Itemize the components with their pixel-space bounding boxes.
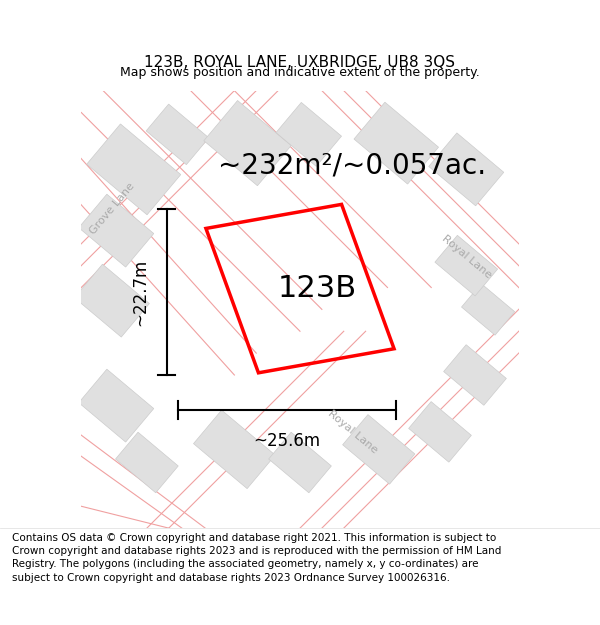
Text: Map shows position and indicative extent of the property.: Map shows position and indicative extent… bbox=[120, 66, 480, 79]
Text: Royal Lane: Royal Lane bbox=[326, 408, 379, 456]
Polygon shape bbox=[116, 432, 178, 492]
Text: Royal Lane: Royal Lane bbox=[440, 233, 493, 281]
Polygon shape bbox=[461, 284, 515, 335]
Polygon shape bbox=[343, 414, 415, 484]
Polygon shape bbox=[74, 264, 149, 337]
Text: 123B: 123B bbox=[278, 274, 357, 303]
Polygon shape bbox=[269, 432, 331, 492]
Polygon shape bbox=[443, 345, 506, 405]
Text: Contains OS data © Crown copyright and database right 2021. This information is : Contains OS data © Crown copyright and d… bbox=[12, 533, 502, 582]
Text: ~25.6m: ~25.6m bbox=[253, 432, 320, 450]
Polygon shape bbox=[354, 102, 439, 184]
Polygon shape bbox=[409, 402, 472, 462]
Polygon shape bbox=[79, 369, 154, 442]
Polygon shape bbox=[79, 194, 154, 267]
Polygon shape bbox=[194, 410, 275, 489]
Text: ~232m²/~0.057ac.: ~232m²/~0.057ac. bbox=[218, 151, 487, 179]
Polygon shape bbox=[204, 101, 291, 186]
Polygon shape bbox=[435, 236, 497, 296]
Text: 123B, ROYAL LANE, UXBRIDGE, UB8 3QS: 123B, ROYAL LANE, UXBRIDGE, UB8 3QS bbox=[145, 56, 455, 71]
Polygon shape bbox=[429, 133, 504, 206]
Polygon shape bbox=[276, 102, 341, 166]
Text: ~22.7m: ~22.7m bbox=[131, 258, 149, 326]
Text: Grove Lane: Grove Lane bbox=[88, 181, 136, 236]
Polygon shape bbox=[87, 124, 181, 215]
Polygon shape bbox=[146, 104, 209, 164]
